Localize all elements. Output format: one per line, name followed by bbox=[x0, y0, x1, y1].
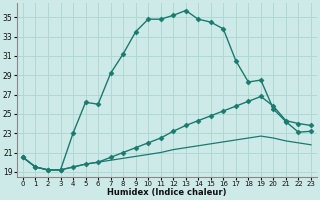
X-axis label: Humidex (Indice chaleur): Humidex (Indice chaleur) bbox=[107, 188, 227, 197]
